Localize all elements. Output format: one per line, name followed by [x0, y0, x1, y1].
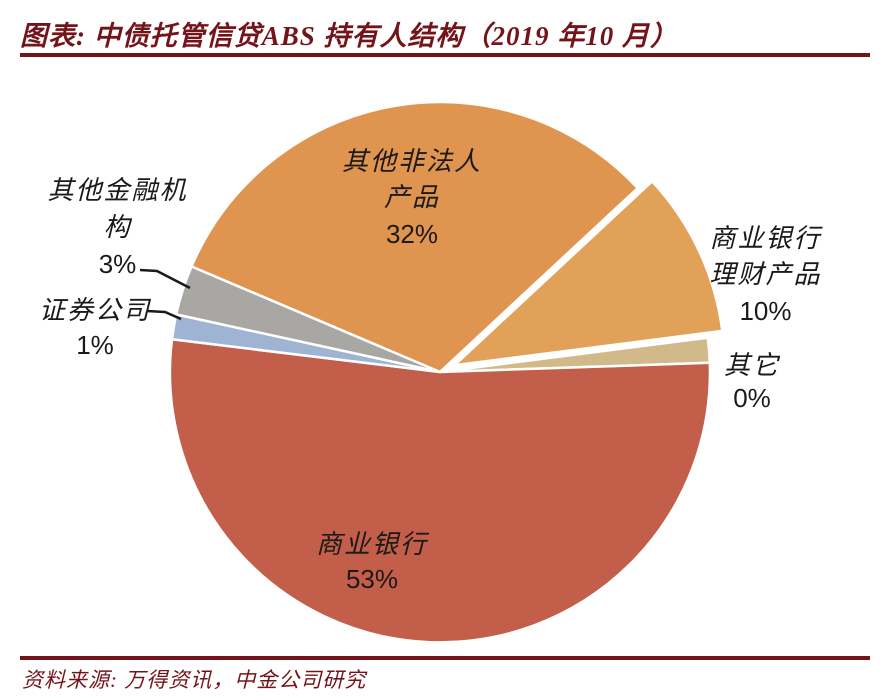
source-rule	[20, 656, 870, 660]
label-line: 商业银行	[709, 224, 822, 253]
leader-line-other-financial-institutions	[139, 268, 191, 290]
label-line: 其他非法人	[341, 147, 482, 176]
source-text: 资料来源: 万得资讯，中金公司研究	[22, 668, 367, 692]
pie-slice-other-financial-institutions	[174, 265, 442, 374]
leader-line-securities-companies	[146, 309, 182, 321]
label-securities-companies: 证券公司 1%	[0, 293, 190, 363]
label-other-non-corporate-products: 其他非法人 产品 32%	[312, 144, 512, 252]
pie-slices	[168, 100, 724, 644]
label-bank-wealth-mgmt-products: 商业银行 理财产品 10%	[663, 221, 868, 329]
label-value: 0%	[733, 383, 771, 413]
label-value: 32%	[385, 219, 439, 249]
label-value: 1%	[76, 330, 114, 360]
label-line: 商业银行	[315, 530, 428, 559]
label-line: 其他金融机	[47, 176, 188, 205]
label-value: 10%	[739, 296, 792, 326]
label-line: 其它	[723, 351, 780, 380]
label-value: 53%	[345, 564, 399, 594]
pie-slice-bank-wealth-mgmt-products	[453, 180, 724, 367]
label-line: 证券公司	[38, 296, 151, 325]
label-line: 理财产品	[709, 260, 822, 289]
figure-title: 图表: 中债托管信贷ABS 持有人结构（2019 年10 月）	[20, 21, 679, 51]
label-commercial-banks: 商业银行 53%	[272, 527, 472, 597]
label-value: 3%	[98, 249, 137, 279]
label-line: 构	[103, 213, 132, 242]
label-other-financial-institutions: 其他金融机 构 3%	[15, 172, 220, 283]
label-line: 产品	[383, 183, 440, 212]
title-rule	[20, 53, 870, 57]
pie-slice-other-non-corporate-products	[190, 100, 639, 374]
pie-slice-commercial-banks	[168, 338, 712, 644]
label-others: 其它 0%	[652, 349, 852, 415]
